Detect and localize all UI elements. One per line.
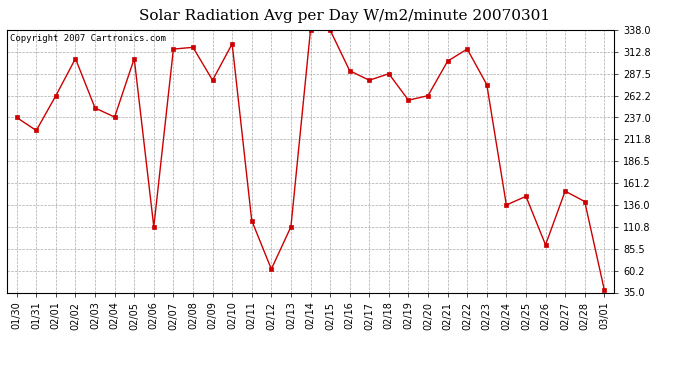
Text: Solar Radiation Avg per Day W/m2/minute 20070301: Solar Radiation Avg per Day W/m2/minute … [139, 9, 551, 23]
Text: Copyright 2007 Cartronics.com: Copyright 2007 Cartronics.com [10, 34, 166, 43]
